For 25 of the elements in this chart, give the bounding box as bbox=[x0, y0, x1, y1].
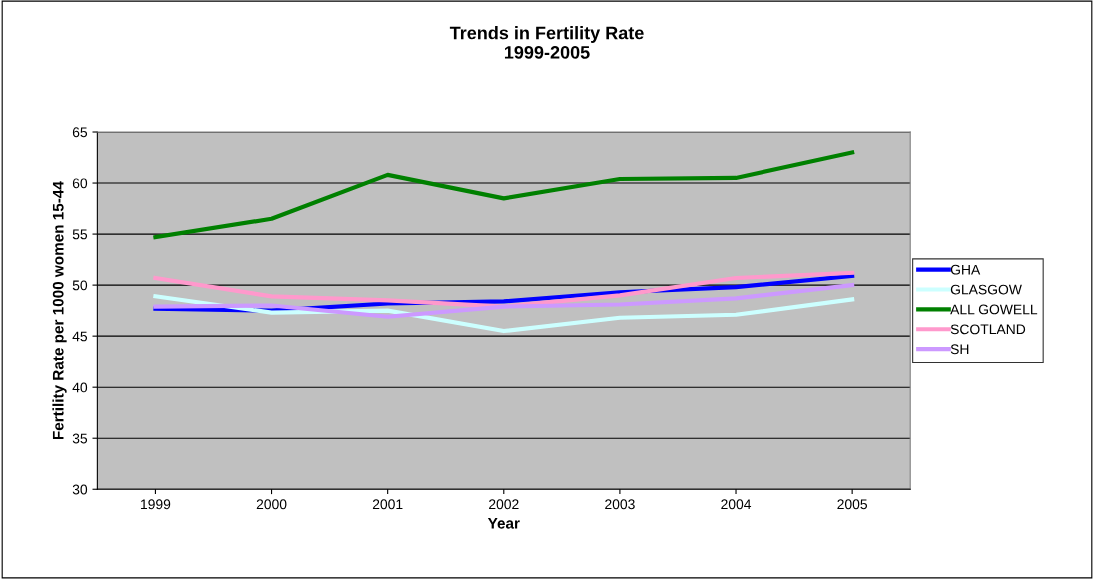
y-tick-label: 55 bbox=[72, 229, 88, 240]
legend-label: ALL GOWELL bbox=[950, 304, 1038, 315]
y-axis-title: Fertility Rate per 1000 women 15-44 bbox=[52, 181, 67, 440]
y-tick-label: 40 bbox=[72, 382, 88, 393]
line-series bbox=[153, 283, 855, 319]
y-tick-label: 35 bbox=[72, 433, 88, 444]
legend-label: SH bbox=[950, 344, 969, 355]
x-tick-label: 2004 bbox=[721, 499, 752, 510]
y-tick-label: 45 bbox=[72, 331, 88, 342]
legend-label: SCOTLAND bbox=[950, 324, 1026, 335]
x-tick-label: 2003 bbox=[605, 499, 635, 510]
chart-title: Trends in Fertility Rate 1999-2005 bbox=[449, 26, 644, 59]
y-tick-label: 30 bbox=[72, 484, 88, 495]
x-tick-label: 1999 bbox=[141, 499, 171, 510]
x-tick-label: 2002 bbox=[489, 499, 519, 510]
y-tick-label: 65 bbox=[72, 127, 88, 138]
x-tick-label: 2000 bbox=[256, 499, 287, 510]
x-tick-label: 2005 bbox=[837, 499, 868, 510]
y-tick-label: 50 bbox=[72, 280, 88, 291]
line-series bbox=[153, 150, 855, 240]
legend-label: GLASGOW bbox=[950, 284, 1022, 295]
legend-label: GHA bbox=[950, 264, 981, 275]
y-tick-label: 60 bbox=[72, 178, 88, 189]
x-axis-title: Year bbox=[487, 518, 520, 529]
x-tick-label: 2001 bbox=[372, 499, 403, 510]
